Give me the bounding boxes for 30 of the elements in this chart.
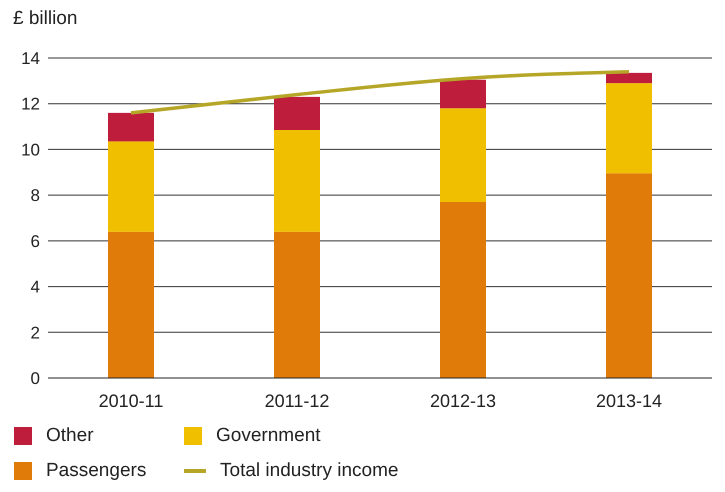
x-tick-label: 2011-12 [264,390,330,411]
y-tick-label: 2 [30,323,40,342]
bar [108,232,154,378]
y-axis-title: £ billion [13,8,78,30]
y-tick-label: 4 [30,278,40,297]
x-tick-label: 2012-13 [430,390,496,411]
y-tick-label: 8 [30,186,40,206]
legend-label: Passengers [46,460,146,482]
bar [274,130,320,232]
legend-label: Total industry income [220,460,398,482]
legend-label: Other [46,424,94,446]
y-tick-label: 12 [21,94,40,114]
bar [606,72,652,84]
bar [606,173,652,378]
y-tick-label: 14 [21,49,40,68]
bar [440,80,486,108]
bar [108,112,154,142]
bar [274,96,320,130]
y-tick-label: 0 [30,369,40,388]
line-series [129,70,631,115]
x-tick-label: 2013-14 [596,390,662,411]
bar [606,83,652,174]
bar [440,108,486,202]
y-tick-label: 6 [30,232,40,251]
x-tick-label: 2010-11 [98,390,164,411]
y-tick-label: 10 [21,140,40,160]
bar [274,232,320,378]
bar [440,202,486,378]
bar [108,141,154,232]
legend-label: Government [216,424,321,446]
